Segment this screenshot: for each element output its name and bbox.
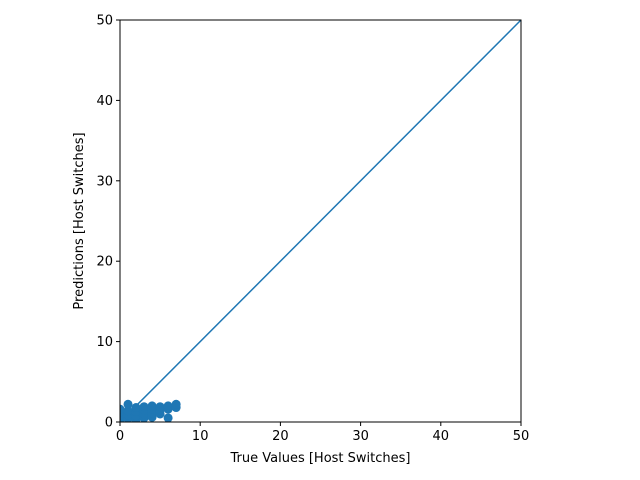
- x-tick-label: 50: [513, 429, 530, 444]
- scatter-point: [171, 399, 181, 409]
- y-axis-label: Predictions [Host Switches]: [72, 132, 87, 309]
- scatter-point: [139, 402, 149, 412]
- y-tick-label: 0: [105, 416, 113, 431]
- scatter-point: [123, 399, 133, 409]
- x-axis-label: True Values [Host Switches]: [230, 451, 411, 466]
- x-tick-label: 0: [116, 429, 124, 444]
- axes-frame: [119, 19, 522, 423]
- x-tick-label: 20: [272, 429, 289, 444]
- scatter-point: [120, 404, 125, 414]
- x-tick-label: 30: [352, 429, 369, 444]
- y-tick-label: 30: [96, 174, 113, 189]
- y-tick-label: 40: [96, 94, 113, 109]
- y-tick-label: 20: [96, 255, 113, 270]
- x-tick-label: 10: [192, 429, 209, 444]
- y-tick-label: 10: [96, 335, 113, 350]
- x-tick-label: 40: [433, 429, 450, 444]
- axis-ticks: 0 10 20 30 40 50 0 10 20 30 40 50: [96, 14, 529, 445]
- plot-area: [120, 20, 521, 422]
- y-tick-label: 50: [96, 14, 113, 29]
- scatter-point: [147, 401, 157, 411]
- scatter-point: [163, 401, 173, 411]
- reference-line: [120, 20, 521, 422]
- scatter-point: [123, 406, 133, 416]
- scatter-point: [155, 402, 165, 412]
- scatter-point: [131, 403, 141, 413]
- scatter-point: [163, 413, 173, 422]
